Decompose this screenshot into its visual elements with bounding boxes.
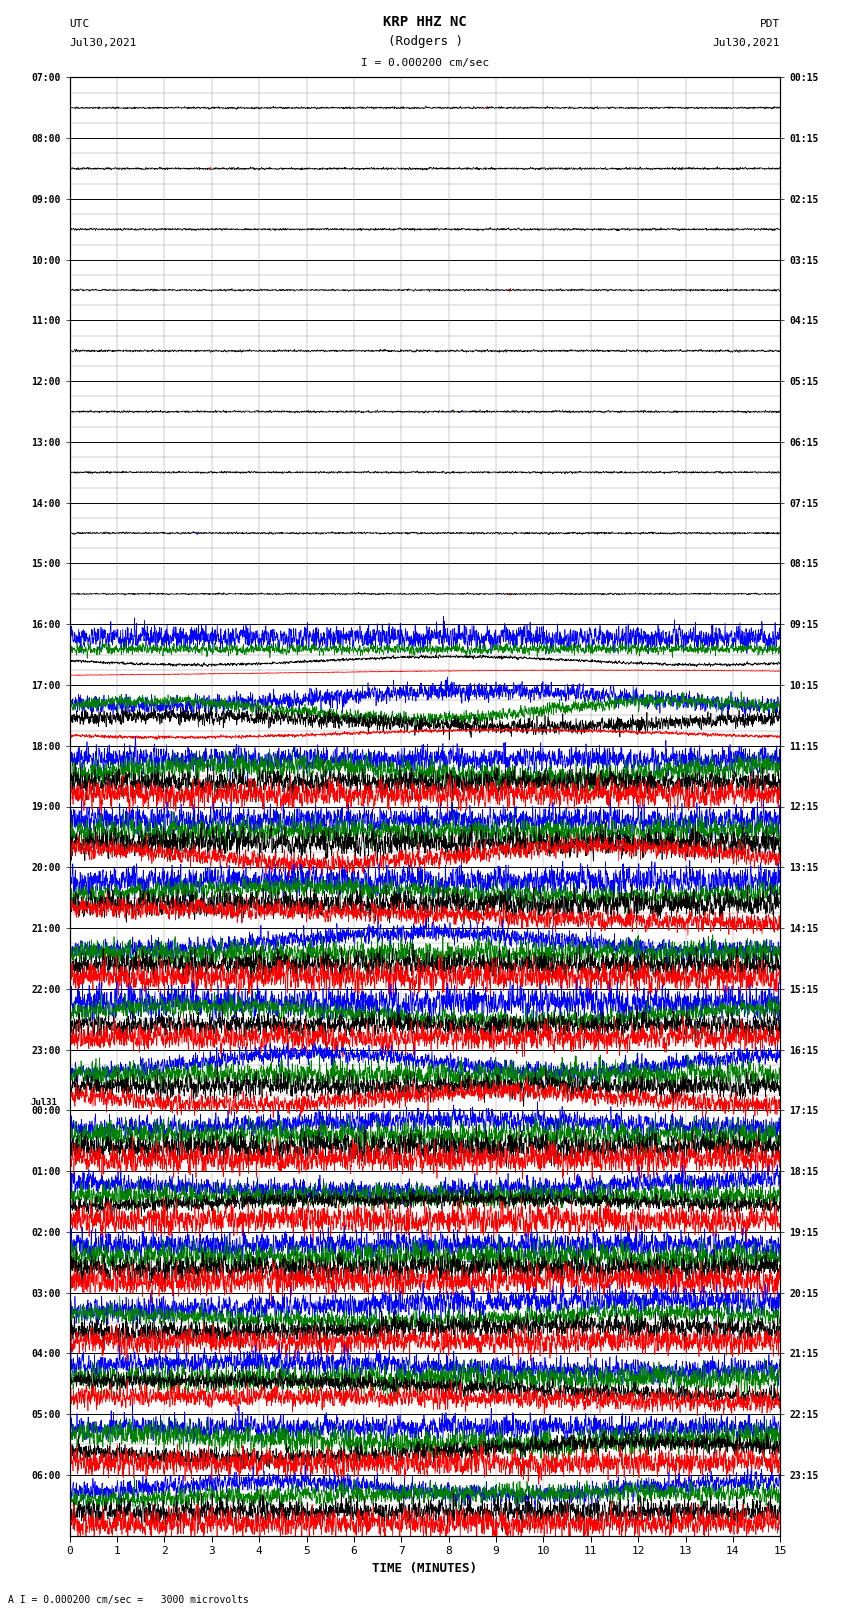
Text: (Rodgers ): (Rodgers ) (388, 35, 462, 48)
Text: Jul30,2021: Jul30,2021 (70, 39, 137, 48)
X-axis label: TIME (MINUTES): TIME (MINUTES) (372, 1561, 478, 1574)
Text: KRP HHZ NC: KRP HHZ NC (383, 15, 467, 29)
Text: Jul30,2021: Jul30,2021 (713, 39, 780, 48)
Text: UTC: UTC (70, 19, 90, 29)
Text: A I = 0.000200 cm/sec =   3000 microvolts: A I = 0.000200 cm/sec = 3000 microvolts (8, 1595, 249, 1605)
Text: Jul31: Jul31 (31, 1097, 58, 1107)
Text: PDT: PDT (760, 19, 780, 29)
Text: I = 0.000200 cm/sec: I = 0.000200 cm/sec (361, 58, 489, 68)
